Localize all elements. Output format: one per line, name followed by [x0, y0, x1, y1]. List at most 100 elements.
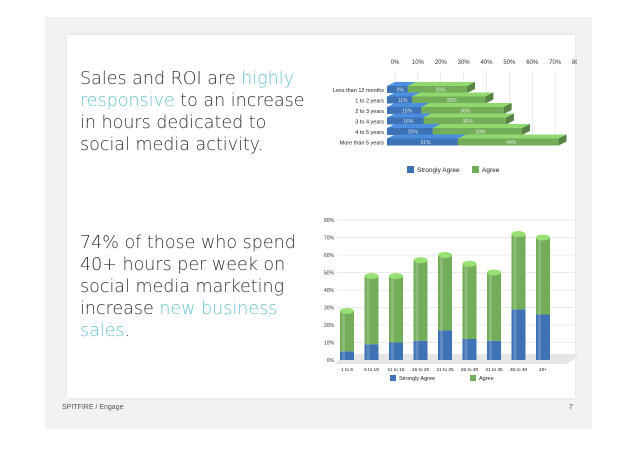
bar-segment	[387, 138, 458, 146]
data-label: 31%	[420, 140, 431, 146]
bar-highlight	[391, 342, 394, 360]
bar-segment	[340, 311, 354, 352]
bar-segment	[462, 263, 477, 339]
bar-top-face	[387, 124, 441, 128]
bar-end-face	[521, 124, 530, 135]
category-label: 1 to 2 years	[355, 99, 384, 105]
hours-agreement-chart: 0% 10% 20% 30% 40% 50% 60% 70% 80% 1 to 5 6 to 10 1…	[324, 218, 580, 382]
bar-cap	[536, 234, 550, 241]
x-tick-label: 60%	[526, 60, 539, 66]
bar-cap	[511, 231, 526, 237]
headline-1-highlight: highly responsive	[80, 69, 294, 111]
bar-top-face	[412, 92, 494, 97]
page-number: 7	[569, 404, 573, 411]
legend-swatch	[390, 375, 396, 381]
headline-2-highlight: new business sales	[80, 299, 278, 341]
footer-brand: SPITFIRE / Engage	[62, 404, 124, 411]
data-label: 16%	[403, 119, 414, 125]
headline-1-part2: to an increase in hours dedicated to soc…	[80, 91, 305, 155]
headline-text-1: Sales and ROI are highly responsive to a…	[80, 68, 310, 156]
bar-highlight	[513, 234, 517, 310]
bar-highlight	[440, 330, 443, 360]
bar-end-face	[558, 134, 567, 146]
bar-segment	[421, 107, 504, 114]
bar-segment	[389, 342, 403, 360]
bar-segment	[511, 234, 526, 310]
data-label: 9%	[397, 88, 405, 94]
legend-label: Agree	[479, 376, 494, 382]
bar-highlight	[489, 272, 492, 341]
bar-top-face	[407, 82, 476, 86]
data-label: 36%	[460, 109, 471, 115]
bar-segment	[413, 260, 428, 341]
data-label: 15%	[402, 109, 413, 115]
bar-segment	[407, 86, 468, 93]
category-label: 36 to 40	[510, 367, 528, 373]
bar-highlight	[415, 340, 419, 360]
category-label: 1 to 5	[341, 367, 353, 373]
y-tick-label: 60%	[324, 253, 335, 259]
legend-label: Strongly Agree	[399, 376, 435, 382]
bar-segment	[438, 330, 452, 360]
legend-swatch	[472, 166, 479, 173]
y-tick-label: 70%	[324, 236, 335, 242]
bar-segment	[511, 309, 526, 360]
data-label: 11%	[398, 98, 408, 104]
bar-cap	[389, 273, 403, 279]
bar-cap	[438, 252, 452, 258]
x-tick-label: 80%	[572, 60, 577, 66]
bar-top-face	[387, 113, 432, 118]
bar-segment	[412, 96, 486, 104]
bar-highlight	[391, 276, 394, 343]
bar-end-face	[485, 92, 494, 104]
bar-end-face	[467, 82, 476, 93]
headline-text-2: 74% of those who spend 40+ hours per wee…	[80, 232, 310, 342]
bar-end-face	[505, 113, 514, 125]
bar-segment	[387, 117, 424, 125]
bar-highlight	[342, 311, 345, 352]
y-tick-label: 50%	[324, 271, 335, 277]
bar-segment	[364, 344, 379, 360]
bar-cap	[462, 260, 477, 267]
bar-highlight	[489, 340, 492, 360]
bar-highlight	[440, 255, 443, 331]
bar-highlight	[464, 339, 468, 360]
bar-cap	[364, 273, 379, 279]
bar-segment	[387, 107, 422, 114]
bar-segment	[462, 339, 477, 360]
bar-segment	[387, 96, 413, 104]
bar-highlight	[366, 276, 370, 345]
bar-segment	[389, 276, 403, 343]
bar-top-face	[423, 113, 514, 118]
bar-highlight	[464, 263, 468, 339]
data-label: 26%	[435, 88, 446, 94]
bar-cap	[487, 269, 501, 276]
bar-cap	[413, 257, 428, 264]
bar-top-face	[387, 82, 416, 86]
x-tick-label: 30%	[458, 60, 471, 66]
y-tick-label: 10%	[324, 341, 335, 347]
bar-highlight	[366, 344, 370, 360]
data-label: 39%	[475, 130, 486, 136]
data-label: 32%	[447, 98, 458, 104]
headline-1-part1: Sales and ROI are	[80, 69, 242, 89]
bar-segment	[536, 314, 550, 360]
tenure-agreement-chart: 0% 10% 20% 30% 40% 50% 60% 70% 80% Less than 12 m…	[333, 60, 577, 174]
bar-highlight	[342, 351, 345, 360]
category-label: 21 to 25	[436, 367, 454, 373]
x-tick-label: 0%	[391, 60, 400, 66]
bar-top-face	[432, 124, 530, 128]
x-tick-label: 20%	[435, 60, 448, 66]
x-tick-label: 40%	[480, 60, 493, 66]
bar-segment	[438, 255, 452, 331]
bar-top-face	[387, 134, 466, 139]
category-label: 11 to 15	[388, 367, 405, 373]
y-tick-label: 40%	[324, 288, 335, 294]
y-tick-label: 0%	[327, 358, 335, 364]
y-tick-label: 20%	[324, 323, 335, 329]
x-tick-label: 10%	[412, 60, 425, 66]
legend-swatch	[470, 375, 476, 381]
headline-2-part1: 74% of those who spend 40+ hours per wee…	[80, 233, 296, 319]
data-label: 44%	[506, 140, 517, 146]
x-tick-label: 70%	[549, 60, 562, 66]
